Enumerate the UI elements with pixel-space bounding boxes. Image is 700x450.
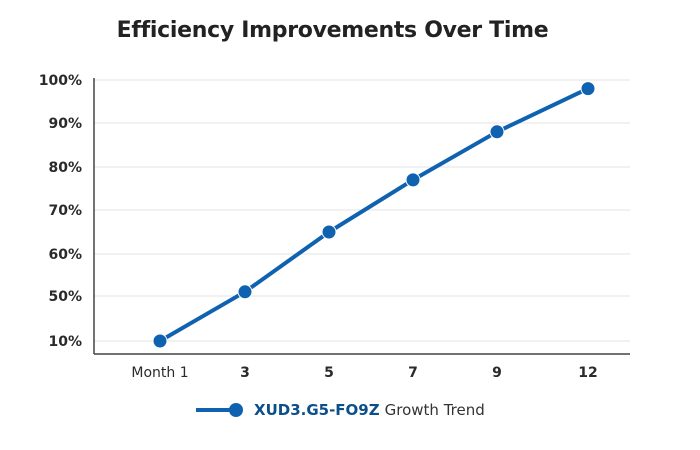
- x-tick-label: 7: [408, 365, 418, 381]
- y-tick-label: 90%: [48, 116, 82, 132]
- x-tick-label: 3: [240, 365, 250, 381]
- data-point: [152, 333, 168, 349]
- legend-line-marker-icon: [196, 403, 243, 417]
- x-tick-label: Month 1: [131, 365, 188, 381]
- y-tick-label: 50%: [48, 289, 82, 305]
- legend-series-label: Growth Trend: [384, 401, 485, 419]
- x-tick-label: 9: [492, 365, 502, 381]
- legend-series-key: XUD3.G5-FO9Z: [254, 401, 380, 419]
- y-tick-label: 100%: [39, 73, 82, 89]
- data-point: [321, 224, 337, 240]
- chart-title: Efficiency Improvements Over Time: [116, 18, 549, 43]
- data-point: [405, 172, 421, 188]
- data-point: [580, 81, 596, 97]
- y-tick-label: 80%: [48, 160, 82, 176]
- y-tick-label: 10%: [48, 334, 82, 350]
- x-tick-label: 5: [324, 365, 334, 381]
- legend: XUD3.G5-FO9Z Growth Trend: [196, 400, 485, 420]
- data-point: [237, 284, 253, 300]
- x-tick-label: 12: [578, 365, 597, 381]
- y-tick-label: 70%: [48, 203, 82, 219]
- y-tick-label: 60%: [48, 247, 82, 263]
- series-line: [158, 86, 589, 343]
- data-point: [489, 124, 505, 140]
